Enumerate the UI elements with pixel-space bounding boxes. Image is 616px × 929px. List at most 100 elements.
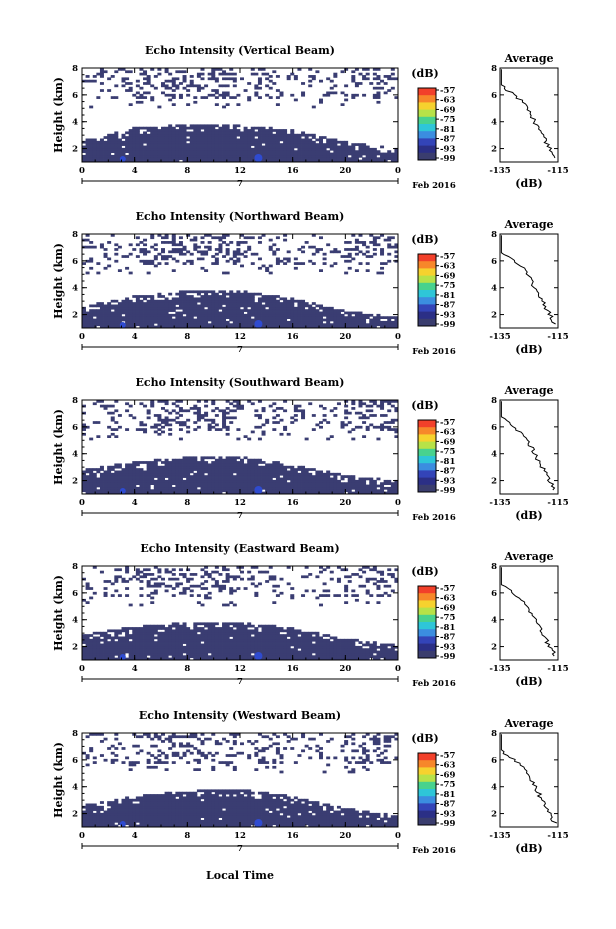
heatmap-cell (254, 126, 259, 130)
heatmap-cell (232, 311, 237, 315)
heatmap-cell (329, 489, 334, 493)
heatmap-cell (196, 657, 201, 661)
heatmap-cell (164, 631, 169, 635)
heatmap-cell (333, 479, 338, 483)
heatmap-cell (247, 131, 252, 135)
heatmap-cell (143, 126, 148, 130)
heatmap-cell (315, 423, 320, 427)
heatmap-cell (114, 136, 119, 139)
colorbar-frame (417, 87, 437, 161)
heatmap-cell (207, 645, 212, 649)
heatmap-cell (207, 463, 212, 467)
heatmap-cell (110, 311, 115, 315)
heatmap-cell (96, 262, 101, 265)
heatmap-cell (369, 241, 374, 244)
heatmap-cell (304, 145, 309, 149)
heatmap-cell (358, 416, 363, 420)
heatmap-cell (272, 472, 277, 476)
heatmap-cell (394, 77, 399, 81)
heatmap-cell (186, 643, 191, 647)
heatmap-cell (229, 157, 234, 161)
heatmap-cell (189, 143, 194, 146)
heatmap-cell (279, 311, 284, 315)
heatmap-cell (89, 482, 94, 485)
heatmap-cell (82, 650, 86, 654)
heatmap-cell (372, 316, 377, 319)
heatmap-cell (275, 248, 280, 251)
heatmap-cell (161, 138, 165, 142)
heatmap-cell (96, 470, 101, 474)
heatmap-cell (82, 641, 86, 644)
heatmap-cell (164, 318, 169, 322)
heatmap-cell (311, 468, 316, 471)
heatmap-cell (275, 472, 280, 476)
heatmap-cell (200, 152, 205, 156)
heatmap-cell (189, 458, 194, 462)
heatmap-cell (290, 299, 295, 303)
heatmap-cell (103, 594, 108, 597)
heatmap-cell (218, 428, 223, 431)
heatmap-cell (178, 313, 183, 317)
heatmap-cell (354, 143, 359, 146)
heatmap-cell (362, 435, 367, 438)
heatmap-cell (193, 484, 198, 488)
heatmap-cell (225, 138, 230, 142)
heatmap-cell (214, 299, 219, 303)
panel-3: Echo Intensity (Eastward Beam)2468Height… (52, 542, 569, 689)
heatmap-cell (322, 311, 327, 315)
heatmap-cell (229, 241, 234, 244)
heatmap-cell (322, 323, 327, 327)
heatmap-cell (207, 147, 212, 151)
heatmap-cell (372, 238, 377, 242)
heatmap-cell (200, 320, 205, 324)
heatmap-cell (211, 622, 216, 626)
heatmap-cell (333, 491, 338, 495)
heatmap-cell (99, 245, 104, 249)
heatmap-cell (290, 486, 295, 490)
heatmap-cell (178, 299, 183, 303)
heatmap-cell (189, 157, 194, 161)
heatmap-cell (117, 154, 122, 158)
heatmap-cell (222, 147, 227, 151)
heatmap-cell (211, 463, 216, 467)
heatmap-cell (125, 89, 130, 92)
heatmap-cell (268, 311, 273, 315)
heatmap-cell (218, 650, 223, 654)
heatmap-cell (132, 316, 137, 319)
heatmap-cell (132, 652, 137, 656)
heatmap-cell (315, 320, 320, 324)
heatmap-cell (222, 299, 227, 303)
heatmap-cell (257, 309, 262, 312)
bright-spot (119, 156, 126, 162)
heatmap-cell (236, 472, 241, 476)
heatmap-cell (240, 311, 244, 315)
heatmap-cell (275, 129, 280, 132)
heatmap-cell (132, 627, 137, 630)
heatmap-cell (268, 302, 273, 305)
heatmap-cell (301, 489, 306, 493)
heatmap-cell (247, 304, 252, 308)
heatmap-cell (143, 309, 148, 312)
heatmap-cell (308, 259, 313, 263)
heatmap-cell (132, 133, 137, 137)
heatmap-cell (193, 140, 198, 144)
heatmap-cell (171, 477, 176, 481)
heatmap-cell (143, 91, 148, 95)
heatmap-cell (218, 657, 223, 661)
heatmap-cell (182, 631, 187, 635)
heatmap-cell (204, 269, 209, 272)
heatmap-cell (82, 325, 86, 329)
heatmap-cell (326, 243, 331, 247)
heatmap-cell (351, 407, 356, 410)
heatmap-cell (153, 129, 158, 132)
heatmap-cell (351, 75, 356, 78)
heatmap-cell (376, 318, 381, 322)
heatmap-cell (250, 484, 255, 488)
heatmap-cell (117, 269, 122, 272)
heatmap-cell (150, 463, 155, 467)
heatmap-cell (117, 245, 122, 249)
heatmap-cell (279, 154, 284, 158)
heatmap-cell (164, 418, 169, 422)
heatmap-cell (150, 320, 155, 324)
heatmap-cell (89, 147, 94, 151)
